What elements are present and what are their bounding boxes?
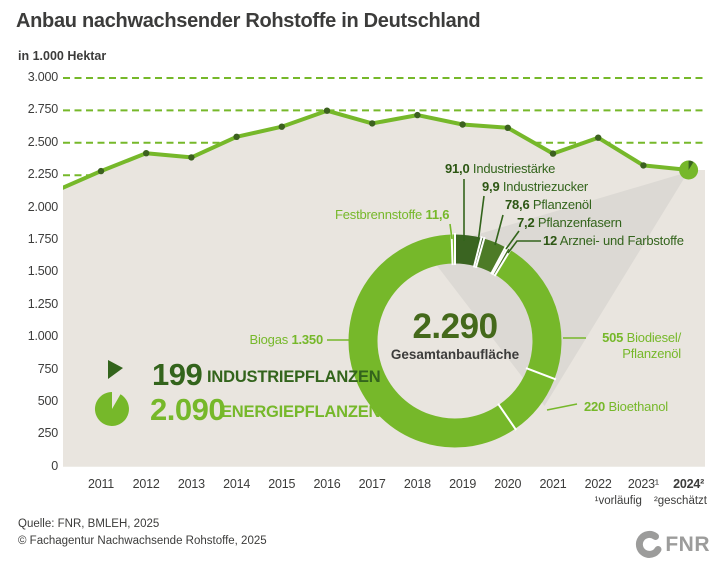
x-axis-tick-2012: 2012 <box>132 477 160 491</box>
leader-line-industriezucker <box>477 195 485 244</box>
y-axis-tick: 1.000 <box>27 329 58 344</box>
footnote-estimated: ²geschätzt <box>653 495 707 507</box>
data-point-2023 <box>640 162 647 169</box>
donut-label-biodiesel: 505 Biodiesel/Pflanzenöl <box>602 330 681 361</box>
x-axis-tick-2019: 2019 <box>449 477 477 491</box>
leader-line-festbrennstoffe <box>449 223 453 240</box>
y-axis-unit-label: in 1.000 Hektar <box>18 49 107 63</box>
donut-label-arznei: 12 Arznei- und Farbstoffe <box>543 233 684 248</box>
data-point-2012 <box>143 150 150 157</box>
x-axis-tick-2017: 2017 <box>358 477 386 491</box>
data-point-2017 <box>369 120 376 127</box>
donut-separator <box>474 236 486 269</box>
data-point-2022 <box>595 134 602 141</box>
data-point-2019 <box>459 121 466 128</box>
x-axis-tick-2011: 2011 <box>87 477 115 491</box>
x-axis-tick-2020: 2020 <box>494 477 522 491</box>
y-axis-tick: 1.750 <box>27 232 58 246</box>
donut-label-bioethanol: 220 Bioethanol <box>584 399 668 414</box>
data-point-2011 <box>97 167 105 175</box>
donut-separator <box>497 403 517 431</box>
donut-separator <box>472 236 483 268</box>
x-axis-tick-2014: 2014 <box>223 477 251 491</box>
footnote-preliminary: ¹vorläufig <box>594 495 642 507</box>
donut-separator <box>491 246 509 276</box>
fnr-logo-icon <box>636 530 662 558</box>
industry-total-value: 199 <box>152 357 203 392</box>
donut-total-value: 2.290 <box>412 307 498 346</box>
energy-total-label: ENERGIEPFLANZEN <box>221 403 381 421</box>
y-axis-tick: 2.250 <box>27 167 58 182</box>
page-title: Anbau nachwachsender Rohstoffe in Deutsc… <box>16 10 481 32</box>
donut-separator <box>493 248 512 277</box>
donut-label-industriezucker: 9,9 Industriezucker <box>482 179 589 194</box>
donut-separator <box>490 245 508 275</box>
leader-line-arznei <box>507 240 541 254</box>
y-axis-tick: 2.000 <box>27 199 58 214</box>
y-axis-tick: 2.500 <box>27 134 58 149</box>
y-axis-tick: 750 <box>37 361 58 376</box>
x-axis-tick-2021: 2021 <box>539 477 567 491</box>
fnr-logo-text: FNR <box>665 533 710 556</box>
y-axis-tick: 500 <box>37 394 58 408</box>
donut-segment-bioethanol <box>498 368 555 429</box>
x-axis-tick-2016: 2016 <box>313 477 341 491</box>
donut-separator <box>525 367 557 381</box>
donut-segment-biodiesel <box>494 250 562 379</box>
x-axis-tick-2013: 2013 <box>177 477 205 491</box>
energy-pie-icon <box>94 391 129 426</box>
y-axis-tick: 2.750 <box>27 102 58 117</box>
x-axis-tick-2023: 2023¹ <box>627 477 659 491</box>
end-marker-industry-wedge <box>688 160 694 170</box>
source-line: Quelle: FNR, BMLEH, 2025 <box>18 518 160 530</box>
highlight-beam <box>425 172 688 406</box>
industry-total-label: INDUSTRIEPFLANZEN <box>207 368 381 386</box>
leader-line-pflanzenfasern <box>505 230 520 250</box>
donut-label-biogas: Biogas 1.350 <box>249 332 323 347</box>
data-point-2021 <box>549 150 557 157</box>
data-point-2016 <box>323 107 331 114</box>
copyright-line: © Fachagentur Nachwachsende Rohstoffe, 2… <box>18 535 267 547</box>
donut-center-label: 2.290 Gesamtanbaufläche <box>375 307 535 363</box>
y-axis-tick: 3.000 <box>27 70 58 84</box>
data-point-2015 <box>278 123 285 130</box>
y-axis-tick: 0 <box>51 458 58 473</box>
x-axis-tick-2015: 2015 <box>268 477 296 491</box>
industry-flag-icon <box>108 360 123 379</box>
data-point-2013 <box>188 154 195 161</box>
donut-segment-pflanzenoel <box>475 238 506 273</box>
x-axis-tick-2024: 2024² <box>673 477 705 491</box>
fnr-logo: FNR <box>635 530 710 560</box>
data-point-2014 <box>233 133 240 140</box>
y-axis-tick: 1.500 <box>27 264 58 279</box>
y-axis-tick: 1.250 <box>27 296 58 311</box>
data-point-2020 <box>504 124 511 131</box>
x-axis-tick-2022: 2022 <box>584 477 612 491</box>
x-axis-tick-2018: 2018 <box>403 477 431 491</box>
y-axis-tick: 250 <box>37 426 58 441</box>
leader-line-bioethanol <box>546 403 578 411</box>
data-point-2018 <box>414 111 421 119</box>
footnotes: ¹vorläufig ²geschätzt <box>595 495 707 507</box>
leader-line-pflanzenoel <box>494 214 504 246</box>
donut-label-industriestaerke: 91,0 Industriestärke <box>445 161 556 176</box>
energy-total-value: 2.090 <box>150 392 226 427</box>
donut-segment-biogas <box>348 234 516 448</box>
donut-label-festbrennstoffe: Festbrennstoffe 11,6 <box>335 207 450 222</box>
donut-total-name: Gesamtanbaufläche <box>390 347 520 362</box>
donut-label-pflanzenoel: 78,6 Pflanzenöl <box>505 197 592 212</box>
donut-label-pflanzenfasern: 7,2 Pflanzenfasern <box>517 215 622 230</box>
donut-segment-industriestaerke <box>454 234 482 267</box>
